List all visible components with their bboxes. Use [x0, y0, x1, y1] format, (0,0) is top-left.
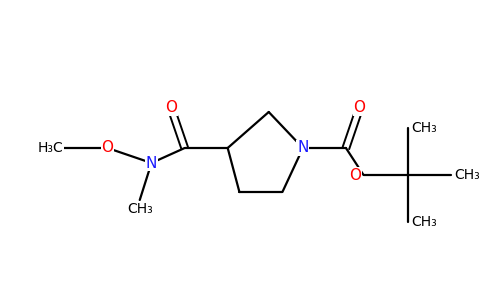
- Text: H₃C: H₃C: [38, 141, 63, 155]
- Text: CH₃: CH₃: [411, 215, 437, 229]
- Text: N: N: [297, 140, 309, 155]
- Text: CH₃: CH₃: [411, 121, 437, 135]
- Text: O: O: [354, 100, 365, 116]
- Text: CH₃: CH₃: [127, 202, 152, 216]
- Text: O: O: [349, 167, 362, 182]
- Text: CH₃: CH₃: [454, 168, 480, 182]
- Text: O: O: [165, 100, 177, 116]
- Text: N: N: [146, 155, 157, 170]
- Text: O: O: [102, 140, 113, 155]
